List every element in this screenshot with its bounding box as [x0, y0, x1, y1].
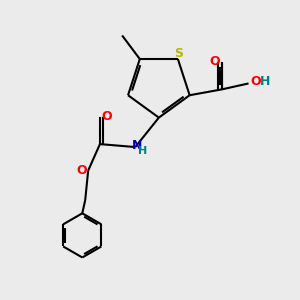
Text: S: S: [174, 47, 183, 60]
Text: H: H: [138, 146, 147, 156]
Text: H: H: [260, 76, 270, 88]
Text: O: O: [250, 76, 261, 88]
Text: O: O: [76, 164, 87, 177]
Text: O: O: [101, 110, 112, 123]
Text: N: N: [132, 139, 142, 152]
Text: O: O: [209, 55, 220, 68]
